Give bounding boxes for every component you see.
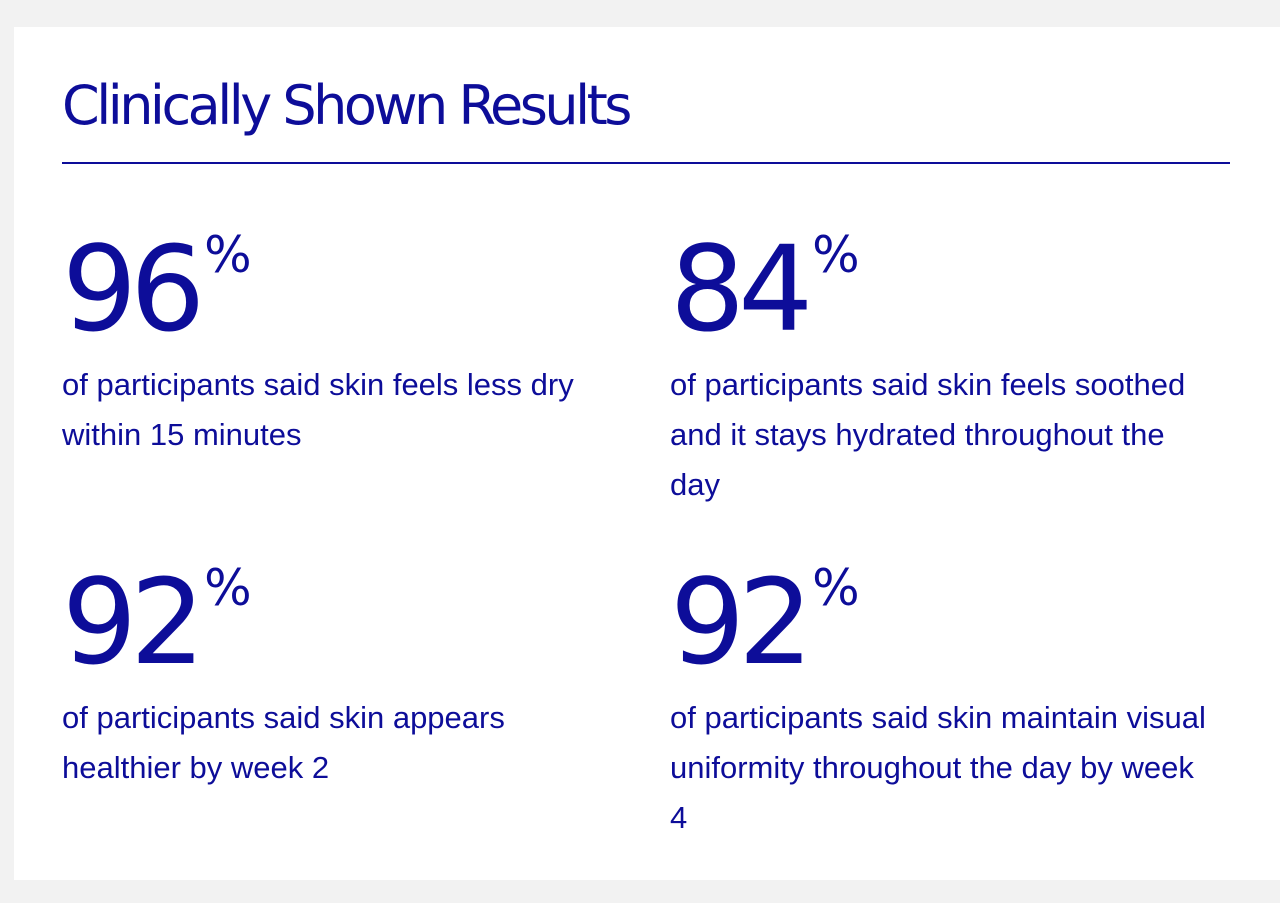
stat-block: 96% of participants said skin feels less… bbox=[62, 230, 622, 460]
stat-value: 96 bbox=[62, 220, 205, 358]
stat-block: 92% of participants said skin appears he… bbox=[62, 563, 622, 793]
stat-unit: % bbox=[812, 559, 860, 617]
title-divider bbox=[62, 162, 1230, 164]
stat-unit: % bbox=[204, 559, 252, 617]
stat-number: 92% bbox=[670, 563, 1230, 681]
results-card: Clinically Shown Results 96% of particip… bbox=[14, 27, 1280, 880]
stat-value: 84 bbox=[670, 220, 813, 358]
stat-unit: % bbox=[812, 226, 860, 284]
stat-value: 92 bbox=[62, 553, 205, 691]
stat-description: of participants said skin appears health… bbox=[62, 700, 505, 785]
page-title: Clinically Shown Results bbox=[62, 74, 632, 137]
stat-block: 84% of participants said skin feels soot… bbox=[670, 230, 1230, 510]
stat-number: 92% bbox=[62, 563, 622, 681]
stat-description: of participants said skin feels less dry… bbox=[62, 367, 574, 452]
stat-number: 84% bbox=[670, 230, 1230, 348]
stat-block: 92% of participants said skin maintain v… bbox=[670, 563, 1230, 843]
stat-description: of participants said skin maintain visua… bbox=[670, 700, 1206, 835]
stat-number: 96% bbox=[62, 230, 622, 348]
stat-description: of participants said skin feels soothed … bbox=[670, 367, 1186, 502]
stat-value: 92 bbox=[670, 553, 813, 691]
stat-unit: % bbox=[204, 226, 252, 284]
